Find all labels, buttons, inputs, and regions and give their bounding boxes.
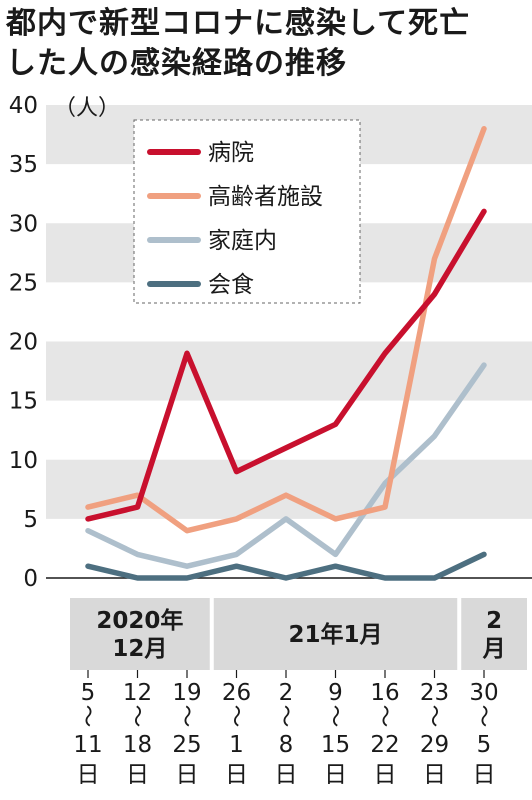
period-label: 2020年: [96, 607, 183, 634]
date-unit: 日: [225, 762, 248, 788]
y-tick-label: 20: [9, 330, 38, 356]
date-separator: 〜: [223, 705, 249, 728]
y-tick-label: 30: [9, 211, 38, 237]
period-band: [213, 598, 458, 670]
date-end: 25: [172, 732, 201, 758]
y-tick-label: 25: [9, 270, 38, 296]
y-tick-label: 10: [9, 448, 38, 474]
date-start: 9: [328, 680, 343, 706]
date-end: 22: [370, 732, 399, 758]
date-end: 5: [477, 732, 492, 758]
period-band: [70, 598, 210, 670]
period-band: [461, 598, 527, 670]
date-end: 11: [73, 732, 102, 758]
date-separator: 〜: [421, 705, 447, 728]
y-tick-label: 35: [9, 152, 38, 178]
date-unit: 日: [423, 762, 446, 788]
title-line-2: した人の感染経路の推移: [6, 46, 347, 81]
period-label: 21年1月: [288, 621, 382, 648]
period-label: 2: [486, 608, 502, 634]
date-end: 15: [321, 732, 350, 758]
date-separator: 〜: [74, 705, 100, 728]
date-unit: 日: [473, 762, 496, 788]
legend-label: 会食: [208, 272, 254, 298]
date-start: 26: [222, 680, 251, 706]
series-line-家庭内: [85, 362, 487, 569]
series-line-高齢者施設: [85, 125, 487, 534]
date-start: 23: [420, 680, 449, 706]
date-end: 8: [279, 732, 294, 758]
date-separator: 〜: [371, 705, 397, 728]
date-separator: 〜: [470, 705, 496, 728]
date-separator: 〜: [173, 705, 199, 728]
legend-label: 高齢者施設: [208, 184, 323, 210]
date-start: 5: [81, 680, 96, 706]
date-separator: 〜: [322, 705, 348, 728]
date-start: 30: [469, 680, 498, 706]
date-separator: 〜: [272, 705, 298, 728]
date-unit: 日: [324, 762, 347, 788]
legend-label: 病院: [208, 140, 254, 166]
legend-label: 家庭内: [208, 228, 277, 254]
date-end: 18: [123, 732, 152, 758]
series-line-病院: [85, 208, 487, 522]
y-tick-label: 40: [9, 93, 38, 119]
date-start: 16: [370, 680, 399, 706]
date-start: 12: [123, 680, 152, 706]
y-tick-label: 0: [23, 566, 38, 592]
date-end: 29: [420, 732, 449, 758]
chart-title: 都内で新型コロナに感染して死亡 した人の感染経路の推移: [6, 4, 528, 84]
date-unit: 日: [275, 762, 298, 788]
y-tick-label: 15: [9, 389, 38, 415]
date-end: 1: [229, 732, 244, 758]
date-unit: 日: [77, 762, 100, 788]
period-label: 月: [482, 636, 506, 662]
date-unit: 日: [374, 762, 397, 788]
date-start: 19: [172, 680, 201, 706]
y-tick-label: 5: [23, 507, 38, 533]
date-unit: 日: [126, 762, 149, 788]
date-unit: 日: [176, 762, 199, 788]
date-separator: 〜: [124, 705, 150, 728]
title-line-1: 都内で新型コロナに感染して死亡: [6, 6, 471, 41]
date-start: 2: [279, 680, 294, 706]
grid-band: [46, 341, 532, 401]
series-line-会食: [85, 551, 487, 581]
period-label: 12月: [112, 636, 167, 662]
y-axis-unit-label: （人）: [54, 96, 120, 121]
